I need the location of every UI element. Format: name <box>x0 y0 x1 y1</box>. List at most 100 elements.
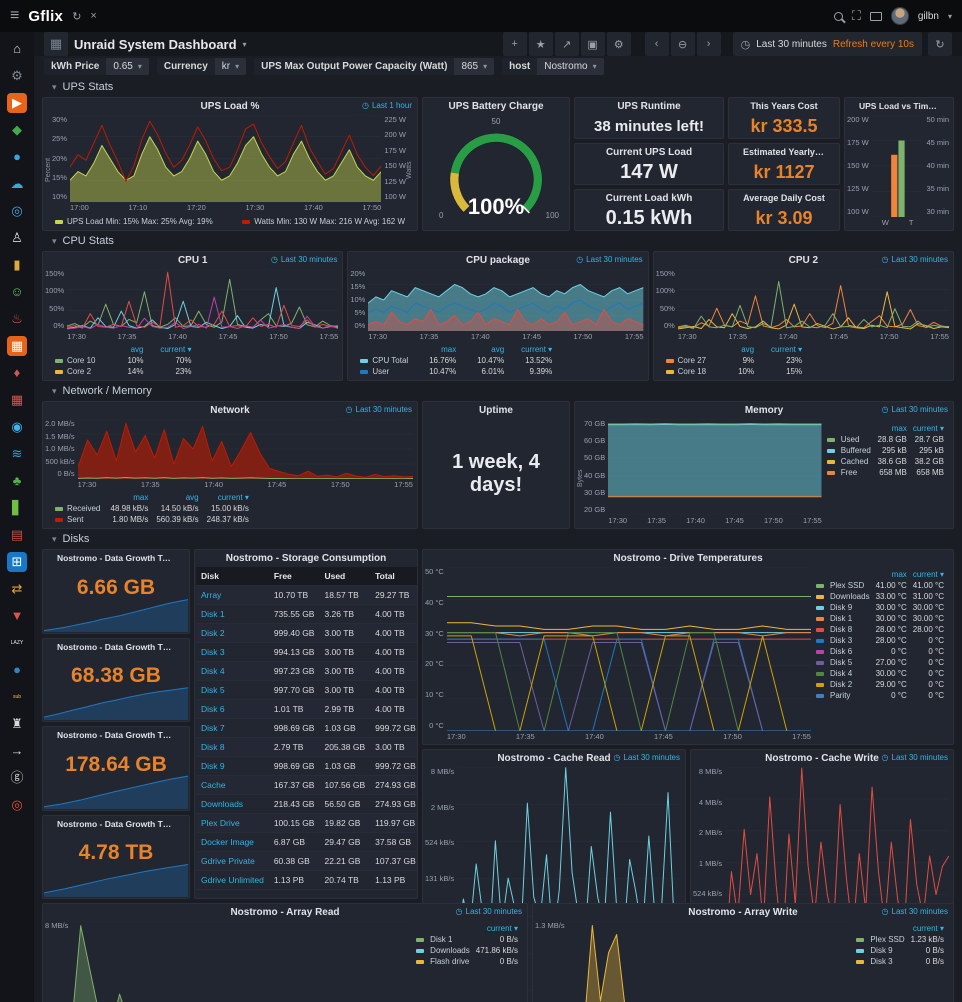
ups-vs-time-chart[interactable] <box>872 115 924 217</box>
panel-title[interactable]: UPS Battery Charge <box>448 101 544 112</box>
down-arrow-icon[interactable]: ▼ <box>10 608 24 623</box>
cpu1-chart[interactable] <box>67 269 338 331</box>
home-icon[interactable]: ⌂ <box>13 41 21 56</box>
panel-title[interactable]: This Years Cost <box>750 101 818 111</box>
array-read-chart[interactable] <box>71 921 411 1002</box>
clover-icon[interactable]: ♣ <box>12 473 22 488</box>
building-icon[interactable]: ♜ <box>11 716 23 731</box>
panel-title[interactable]: Average Daily Cost <box>743 193 825 203</box>
panel-title[interactable]: Nostromo - Data Growth This Week <box>57 641 175 652</box>
time-range-badge[interactable]: ◷ Last 30 minutes <box>878 905 951 919</box>
panel-title[interactable]: Uptime <box>479 405 513 416</box>
panel-title[interactable]: Nostromo - Array Read <box>230 907 340 918</box>
legend[interactable]: max current ▾ Plex SSD 41.00 °C 41.00 °C Down… <box>811 567 949 742</box>
water-drop-icon[interactable]: ● <box>13 662 21 677</box>
variable-kwh-price[interactable]: kWh Price 0.65 ▾ <box>44 58 149 75</box>
sub-icon[interactable]: sub <box>12 694 22 700</box>
section-header-disks[interactable]: ▾ Disks <box>42 529 954 549</box>
avatar[interactable] <box>890 7 909 25</box>
time-range-badge[interactable]: ◷ Last 1 hour <box>358 99 415 113</box>
panel-title[interactable]: Estimated Yearly Cost <box>743 147 825 157</box>
dashboard-picker-icon[interactable]: ▦ <box>44 32 68 56</box>
red-grid-icon[interactable]: ▦ <box>10 392 24 407</box>
panel-title[interactable]: Current Load kWh <box>605 193 693 204</box>
play-circle-icon[interactable]: ▶ <box>7 93 27 113</box>
panel-title[interactable]: UPS Runtime <box>617 101 681 112</box>
green-diamond-icon[interactable]: ◆ <box>12 122 22 137</box>
time-range-badge[interactable]: ◷ Last 30 minutes <box>610 751 683 765</box>
star-button[interactable]: ★ <box>528 32 553 56</box>
memory-chart[interactable] <box>608 419 822 515</box>
waves-icon[interactable]: ≋ <box>11 446 23 461</box>
logout-arrow-icon[interactable]: → <box>10 743 24 758</box>
variable-ups-max-output[interactable]: UPS Max Output Power Capacity (Watt) 865… <box>254 58 495 75</box>
save-button[interactable]: ▣ <box>580 32 605 56</box>
shield-icon[interactable]: ♦ <box>13 365 21 380</box>
add-panel-button[interactable]: + <box>502 32 527 56</box>
panel-title[interactable]: UPS Load % <box>200 101 260 112</box>
time-range-badge[interactable]: ◷ Last 30 minutes <box>878 751 951 765</box>
github-icon[interactable]: ⓖ <box>10 770 24 785</box>
time-range-badge[interactable]: ◷ Last 30 minutes <box>878 403 951 417</box>
search-lens-icon[interactable]: ◎ <box>11 203 23 218</box>
username[interactable]: gilbn <box>917 10 939 22</box>
time-range-badge[interactable]: ◷ Last 30 minutes <box>573 253 646 267</box>
eye-icon[interactable]: ◉ <box>11 419 23 434</box>
red-ring-icon[interactable]: ◎ <box>11 797 23 812</box>
legend[interactable]: UPS Load Min: 15% Max: 25% Avg: 19% <box>51 216 217 227</box>
stripes-icon[interactable]: ▤ <box>10 527 24 542</box>
panel-title[interactable]: Nostromo - Drive Temperatures <box>613 553 763 564</box>
person-icon[interactable]: ♙ <box>11 230 23 245</box>
dashboard-title[interactable]: Unraid System Dashboard <box>74 36 237 52</box>
storage-table[interactable]: Disk Free Used Total Array 10.70 TB 18.57 TB 29… <box>195 567 417 898</box>
variable-value[interactable]: Nostromo ▾ <box>537 58 604 75</box>
ups-load-chart[interactable] <box>70 115 382 202</box>
legend[interactable]: avg current ▾ Core 10 10% 70% Core 2 14% 23% <box>43 344 342 380</box>
blue-globe-icon[interactable]: ● <box>13 149 21 164</box>
refresh-icon[interactable]: ↻ <box>72 10 82 23</box>
drive-temperatures-chart[interactable] <box>447 567 811 731</box>
time-range-badge[interactable]: ◷ Last 30 minutes <box>878 253 951 267</box>
smiley-icon[interactable]: ☺ <box>10 284 24 299</box>
variable-value[interactable]: kr ▾ <box>214 58 247 75</box>
legend[interactable]: avg current ▾ Core 27 9% 23% Core 18 10% 15% <box>654 344 953 380</box>
panel-title[interactable]: Nostromo - Data Growth This Year <box>57 818 175 829</box>
time-forward-button[interactable]: › <box>696 32 721 56</box>
panel-title[interactable]: Nostromo - Storage Consumption <box>225 553 387 564</box>
time-picker[interactable]: ◷ Last 30 minutes Refresh every 10s <box>732 32 922 56</box>
section-header-cpu[interactable]: ▾ CPU Stats <box>42 231 954 251</box>
monitor-icon[interactable] <box>869 11 882 21</box>
lazy-text-icon[interactable]: LAZY <box>10 640 24 646</box>
section-header-netmem[interactable]: ▾ Network / Memory <box>42 381 954 401</box>
unraid-icon[interactable]: ▦ <box>7 336 27 356</box>
variable-currency[interactable]: Currency kr ▾ <box>156 58 247 75</box>
network-chart[interactable] <box>77 419 413 479</box>
time-range-badge[interactable]: ◷ Last 30 minutes <box>267 253 341 267</box>
kiosk-mode-icon[interactable]: ⛶ <box>851 8 861 23</box>
menu-icon[interactable]: ≡ <box>10 7 20 24</box>
refresh-dashboard-button[interactable]: ↻ <box>928 32 952 56</box>
panel-title[interactable]: UPS Load vs Time left <box>859 101 939 111</box>
settings-gear-icon[interactable]: ⚙ <box>11 68 23 83</box>
time-back-button[interactable]: ‹ <box>644 32 669 56</box>
close-icon[interactable]: × <box>90 10 97 22</box>
panel-title[interactable]: Nostromo - Data Growth Today <box>57 553 175 563</box>
pickle-icon[interactable]: ▋ <box>12 500 22 515</box>
flame-icon[interactable]: ♨ <box>11 311 23 326</box>
beer-mug-icon[interactable]: ▮ <box>13 257 21 272</box>
array-write-chart[interactable] <box>568 921 852 1002</box>
time-range-badge[interactable]: ◷ Last 30 minutes <box>452 905 525 919</box>
caret-down-icon[interactable]: ▾ <box>242 39 247 49</box>
legend[interactable]: max avg current ▾ CPU Total 16.76% 10.47% 13.5… <box>348 344 647 380</box>
panel-title[interactable]: Nostromo - Data Growth This Month <box>57 730 175 740</box>
legend[interactable]: max avg current ▾ Received 48.98 kB/s 14.50 k… <box>43 492 417 528</box>
variable-host[interactable]: host Nostromo ▾ <box>502 58 604 75</box>
cloud-icon[interactable]: ☁ <box>10 176 24 191</box>
dashboard-settings-button[interactable]: ⚙ <box>606 32 631 56</box>
share-button[interactable]: ↗ <box>554 32 579 56</box>
variable-value[interactable]: 0.65 ▾ <box>106 58 149 75</box>
cpu2-chart[interactable] <box>678 269 949 331</box>
time-range-badge[interactable]: ◷ Last 30 minutes <box>342 403 415 417</box>
